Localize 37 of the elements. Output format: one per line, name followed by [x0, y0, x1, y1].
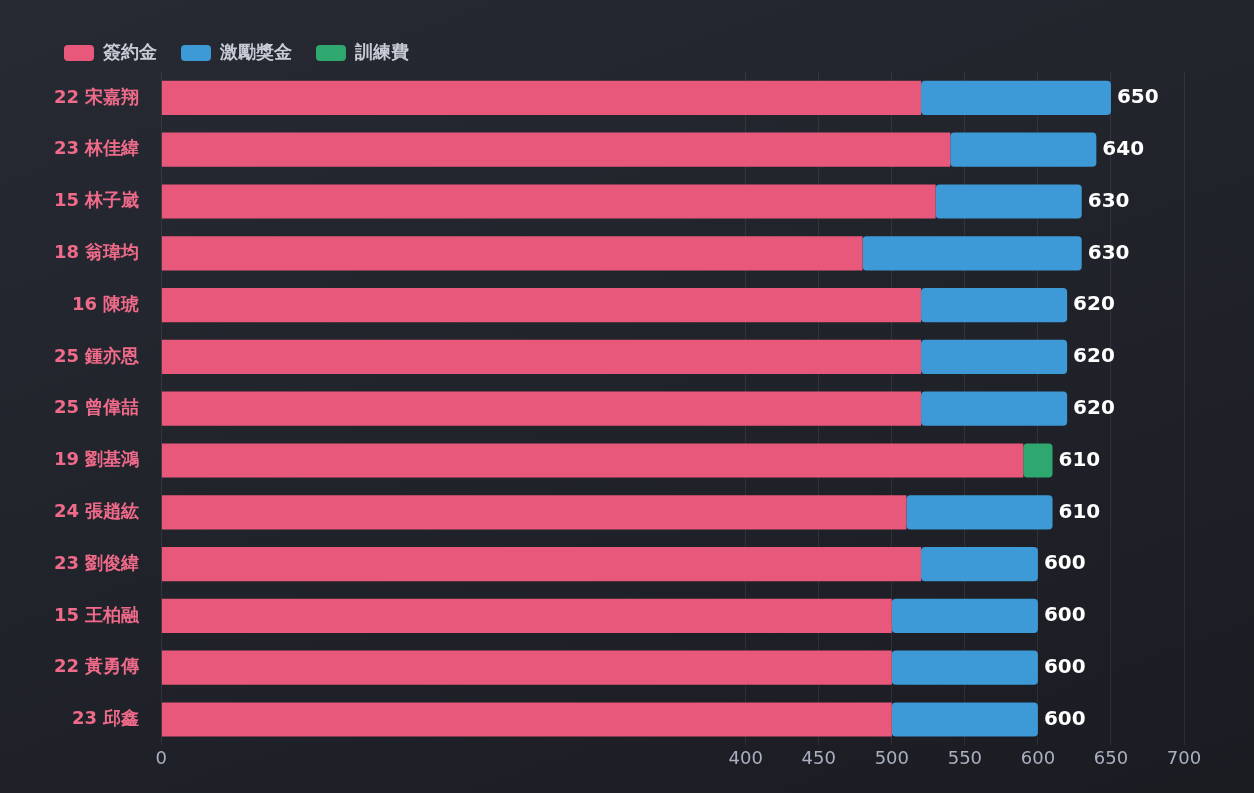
- y-tick-label: 15 林子崴: [53, 189, 140, 211]
- total-label: 650: [1116, 84, 1159, 109]
- x-tick-label: 700: [1166, 746, 1202, 768]
- total-label: 630: [1087, 187, 1130, 212]
- legend-label: 簽約金: [102, 40, 157, 62]
- total-label: 600: [1043, 602, 1086, 627]
- x-tick-label: 500: [874, 746, 909, 768]
- total-label: 620: [1073, 343, 1115, 368]
- y-tick-label: 22 宋嘉翔: [53, 85, 140, 107]
- y-tick-label: 18 翁瑋均: [53, 240, 140, 262]
- legend-label: 激勵獎金: [219, 40, 292, 62]
- x-tick-label: 450: [801, 746, 836, 768]
- total-label: 640: [1102, 135, 1145, 160]
- total-label: 630: [1087, 239, 1130, 264]
- total-label: 620: [1073, 394, 1115, 419]
- x-tick-label: 0: [155, 746, 168, 768]
- total-label: 610: [1058, 446, 1101, 471]
- legend-label: 訓練費: [354, 40, 409, 62]
- total-label: 600: [1043, 550, 1086, 575]
- y-tick-label: 25 曾偉喆: [53, 396, 140, 418]
- total-label: 610: [1058, 498, 1101, 523]
- y-tick-label: 23 邱鑫: [71, 707, 140, 729]
- y-tick-label: 15 王柏融: [53, 603, 141, 625]
- y-tick-label: 24 張趙紘: [53, 499, 140, 521]
- x-tick-label: 600: [1020, 746, 1056, 768]
- y-tick-label: 22 黃勇傳: [53, 655, 140, 677]
- total-label: 600: [1043, 705, 1086, 730]
- y-tick-label: 16 陳琥: [71, 292, 140, 314]
- x-tick-label: 550: [947, 746, 983, 768]
- total-label: 600: [1043, 653, 1086, 678]
- y-tick-label: 23 劉俊緯: [53, 551, 140, 573]
- total-label: 620: [1073, 291, 1115, 316]
- x-tick-label: 650: [1093, 746, 1129, 768]
- x-tick-label: 400: [728, 746, 763, 768]
- y-tick-label: 19 劉基鴻: [53, 448, 140, 470]
- y-tick-label: 25 鍾亦恩: [53, 344, 140, 366]
- y-tick-label: 23 林佳緯: [53, 137, 140, 159]
